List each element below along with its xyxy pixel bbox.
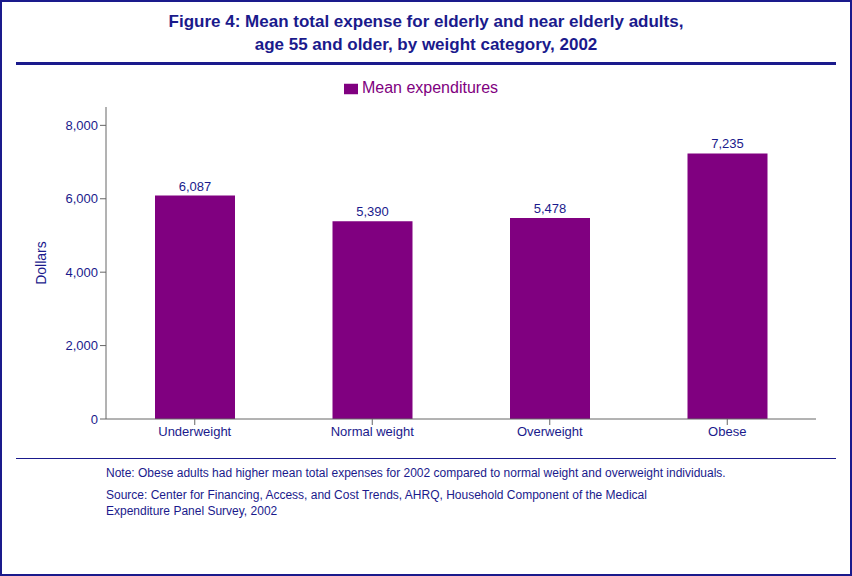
svg-text:6,087: 6,087 (179, 179, 212, 194)
html-text:Expenditure Panel Survey, 2002: Expenditure Panel Survey, 2002 (106, 504, 278, 518)
svg-text:4,000: 4,000 (65, 265, 98, 280)
html-text:Figure 4: Mean total expense f: Figure 4: Mean total expense for elderly… (168, 12, 684, 31)
svg-text:Obese: Obese (708, 424, 746, 439)
svg-text:Normal weight: Normal weight (331, 424, 414, 439)
html-text:Mean expenditures: Mean expenditures (362, 79, 498, 96)
svg-text:Underweight: Underweight (158, 424, 231, 439)
html-text:Source: Center for Financing,: Source: Center for Financing, Access, an… (106, 488, 647, 502)
svg-text:8,000: 8,000 (65, 118, 98, 133)
html-text:age 55 and older, by weight ca: age 55 and older, by weight category, 20… (254, 35, 598, 54)
svg-text:Overweight: Overweight (517, 424, 583, 439)
html-text:Note: Obese adults had higher: Note: Obese adults had higher mean total… (106, 466, 726, 480)
svg-text:0: 0 (91, 412, 98, 427)
svg-text:2,000: 2,000 (65, 338, 98, 353)
svg-text:5,478: 5,478 (534, 201, 567, 216)
svg-text:7,235: 7,235 (711, 136, 744, 151)
svg-text:6,000: 6,000 (65, 191, 98, 206)
svg-text:Dollars: Dollars (33, 241, 49, 285)
svg-text:5,390: 5,390 (356, 204, 389, 219)
